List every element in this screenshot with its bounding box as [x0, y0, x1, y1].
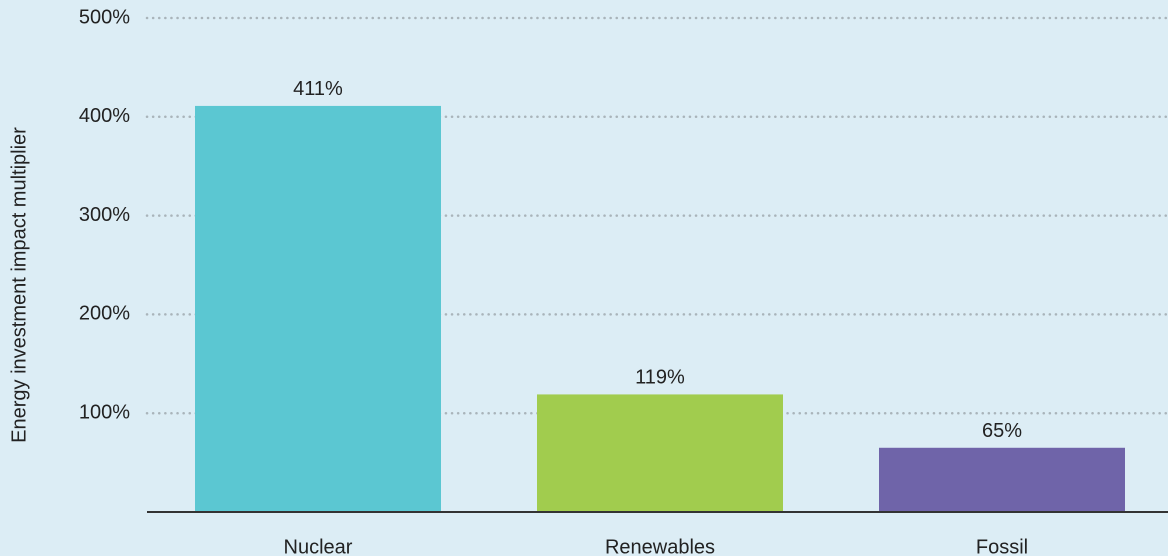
y-tick-label: 300%	[79, 204, 130, 226]
value-label: 411%	[293, 78, 343, 100]
x-tick-label: Fossil	[976, 536, 1028, 556]
x-tick-label: Nuclear	[284, 536, 353, 556]
bar	[879, 447, 1125, 512]
y-tick-label: 100%	[79, 401, 130, 423]
y-tick-label: 500%	[79, 6, 130, 28]
x-tick-label: Renewables	[605, 536, 715, 556]
y-tick-label: 400%	[79, 105, 130, 127]
bar	[537, 394, 783, 512]
bar	[195, 105, 441, 512]
value-label: 65%	[982, 420, 1022, 442]
y-axis-label: Energy investment impact multiplier	[8, 127, 30, 443]
value-label: 119%	[635, 367, 685, 389]
y-tick-label: 200%	[79, 303, 130, 325]
